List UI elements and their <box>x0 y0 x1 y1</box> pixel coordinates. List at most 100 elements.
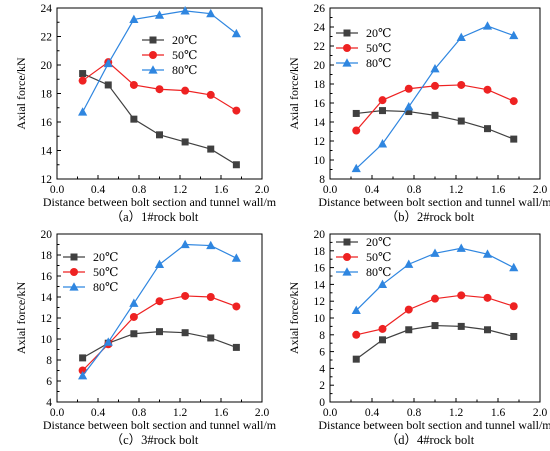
data-point <box>129 312 138 321</box>
data-point <box>404 102 414 111</box>
x-tick-label: 1.6 <box>214 184 229 196</box>
data-point <box>431 294 439 303</box>
data-point <box>456 32 466 42</box>
data-point <box>509 97 518 106</box>
data-point <box>79 354 87 362</box>
legend-marker <box>70 268 78 276</box>
data-point <box>181 86 190 95</box>
plot-frame <box>56 7 263 180</box>
data-point <box>457 117 465 125</box>
legend-marker <box>342 267 352 276</box>
legend-marker <box>149 36 157 44</box>
series-circle <box>352 291 518 339</box>
legend-label: 20℃ <box>366 26 391 40</box>
data-point <box>206 293 215 301</box>
y-tick-label: 8 <box>319 330 325 342</box>
x-tick-label: 2.0 <box>255 407 270 419</box>
data-point <box>378 324 387 333</box>
y-tick-label: 2 <box>319 380 325 392</box>
x-tick-label: 1.6 <box>491 407 506 419</box>
data-point <box>351 163 361 173</box>
x-tick-label: 2.0 <box>533 407 548 419</box>
legend-marker <box>343 29 351 37</box>
data-point <box>351 305 361 315</box>
legend-marker <box>70 253 78 261</box>
y-tick-label: 14 <box>41 146 53 158</box>
data-point <box>180 6 190 15</box>
x-tick-label: 0.0 <box>323 184 338 196</box>
x-tick-label: 0.4 <box>365 407 380 419</box>
y-tick-label: 10 <box>41 334 53 346</box>
data-point <box>154 10 165 19</box>
data-point <box>509 302 518 311</box>
data-point <box>483 85 492 94</box>
data-point <box>482 21 493 30</box>
data-point <box>379 107 386 115</box>
legend-label: 80℃ <box>93 280 118 294</box>
x-tick-label: 0.0 <box>323 407 338 419</box>
x-axis-label: Distance between bolt section and tunnel… <box>43 195 277 209</box>
data-point <box>206 240 216 250</box>
x-tick-label: 1.2 <box>173 184 188 196</box>
data-point <box>103 58 113 68</box>
y-tick-label: 16 <box>314 98 326 110</box>
x-tick-label: 0.4 <box>365 184 380 196</box>
data-point <box>181 329 189 337</box>
legend-label: 80℃ <box>172 63 197 77</box>
data-point <box>181 291 190 300</box>
y-tick-label: 22 <box>314 41 326 53</box>
y-tick-label: 18 <box>41 89 53 101</box>
y-axis-label: Axial force/kN <box>287 57 301 130</box>
data-point <box>377 139 388 148</box>
series-triangle <box>351 21 519 173</box>
y-tick-label: 14 <box>41 292 53 304</box>
panel-caption: （b）2#rock bolt <box>386 210 475 224</box>
legend-marker <box>343 253 351 261</box>
data-point <box>207 145 215 153</box>
data-point <box>129 298 139 307</box>
data-point <box>78 107 88 116</box>
y-tick-label: 12 <box>41 174 53 186</box>
y-tick-label: 14 <box>314 279 326 291</box>
data-point <box>484 326 491 334</box>
y-tick-label: 10 <box>314 313 326 325</box>
legend-label: 50℃ <box>366 41 391 55</box>
data-point <box>378 96 387 105</box>
x-tick-label: 0.4 <box>91 407 106 419</box>
legend-label: 50℃ <box>366 250 391 264</box>
x-axis-label: Distance between bolt section and tunnel… <box>318 195 550 209</box>
legend: 20℃50℃80℃ <box>142 33 197 77</box>
y-tick-label: 26 <box>314 3 326 15</box>
data-point <box>352 109 360 117</box>
legend-label: 50℃ <box>93 265 118 279</box>
x-tick-label: 0.8 <box>407 184 422 196</box>
series-square <box>352 322 518 363</box>
data-point <box>207 334 215 342</box>
legend-marker <box>149 51 157 59</box>
data-point <box>377 279 388 288</box>
y-tick-label: 10 <box>314 155 326 167</box>
data-point <box>231 253 241 262</box>
legend-label: 20℃ <box>366 235 391 249</box>
data-point <box>509 262 519 272</box>
legend-label: 50℃ <box>172 48 197 62</box>
panel-caption: （d）4#rock bolt <box>386 433 475 447</box>
legend: 20℃50℃80℃ <box>336 235 391 279</box>
data-point <box>156 131 163 139</box>
y-tick-label: 16 <box>314 263 326 275</box>
x-axis-label: Distance between bolt section and tunnel… <box>43 418 277 432</box>
y-tick-label: 0 <box>319 397 325 409</box>
y-tick-label: 4 <box>46 397 52 409</box>
data-point <box>431 322 439 330</box>
series-square <box>352 107 518 143</box>
data-point <box>206 90 215 99</box>
legend-marker <box>148 65 158 74</box>
y-tick-label: 18 <box>41 250 53 262</box>
x-tick-label: 1.6 <box>214 407 229 419</box>
data-point <box>206 8 216 18</box>
data-point <box>130 115 138 123</box>
data-point <box>232 302 241 311</box>
data-point <box>482 249 493 258</box>
x-tick-label: 1.2 <box>173 407 188 419</box>
